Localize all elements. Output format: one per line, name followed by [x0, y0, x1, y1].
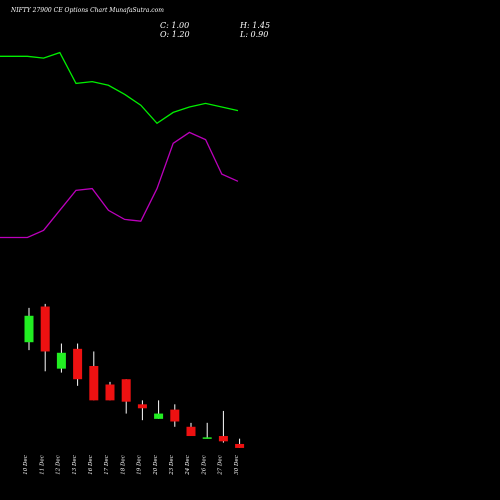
candle-24-dec: [186, 422, 196, 437]
candle-body: [186, 426, 196, 437]
candle-body: [218, 436, 228, 442]
low-value: L: 0.90: [239, 30, 268, 39]
candle-23-dec: [170, 404, 180, 427]
candle-body: [137, 404, 147, 409]
candle-12-dec: [56, 343, 66, 373]
green-series-line: [0, 51, 239, 125]
candle-27-dec: [218, 410, 228, 443]
candle-body: [24, 315, 34, 343]
candle-30-dec: [235, 438, 245, 448]
candle-body: [154, 413, 164, 419]
candle-26-dec: [202, 422, 212, 439]
chart-title: NIFTY 27900 CE Options Chart MunafaSutra…: [10, 7, 164, 14]
candle-body: [40, 306, 50, 352]
candle-17-dec: [105, 381, 115, 401]
candle-body: [121, 379, 131, 402]
x-tick-label: 27 Dec: [218, 455, 224, 476]
candle-19-dec: [137, 400, 147, 421]
high-value: H: 1.45: [239, 21, 270, 30]
x-tick-label: 26 Dec: [201, 455, 207, 476]
candles: [24, 303, 245, 448]
candle-body: [235, 443, 245, 448]
x-tick-label: 11 Dec: [39, 455, 45, 475]
candle-body: [170, 409, 180, 422]
open-value: O: 1.20: [160, 30, 190, 39]
candle-10-dec: [24, 307, 34, 351]
candle-body: [56, 352, 66, 369]
x-axis-ticks: 10 Dec 11 Dec 12 Dec 13 Dec 16 Dec 17 Dec 18 D…: [23, 455, 240, 476]
x-tick-label: 13 Dec: [72, 455, 78, 475]
candle-body: [89, 366, 99, 401]
indicator-lines: [0, 51, 239, 239]
candle-11-dec: [40, 303, 50, 372]
candle-18-dec: [121, 379, 131, 414]
candle-body: [105, 384, 115, 401]
x-tick-label: 18 Dec: [120, 455, 126, 475]
candle-body: [202, 437, 212, 439]
x-tick-label: 17 Dec: [104, 455, 110, 475]
x-tick-label: 10 Dec: [23, 455, 29, 475]
close-value: C: 1.00: [160, 21, 189, 30]
x-tick-label: 24 Dec: [185, 455, 191, 476]
candle-body: [73, 348, 83, 380]
candle-20-dec: [154, 400, 164, 419]
magenta-series-line: [0, 131, 239, 239]
candle-13-dec: [73, 343, 83, 386]
x-tick-label: 12 Dec: [56, 455, 62, 475]
x-tick-label: 16 Dec: [88, 455, 94, 475]
candle-16-dec: [89, 351, 99, 401]
x-tick-label: 20 Dec: [153, 455, 159, 476]
x-tick-label: 19 Dec: [137, 455, 143, 475]
x-tick-label: 30 Dec: [234, 455, 240, 475]
x-tick-label: 23 Dec: [169, 455, 175, 476]
